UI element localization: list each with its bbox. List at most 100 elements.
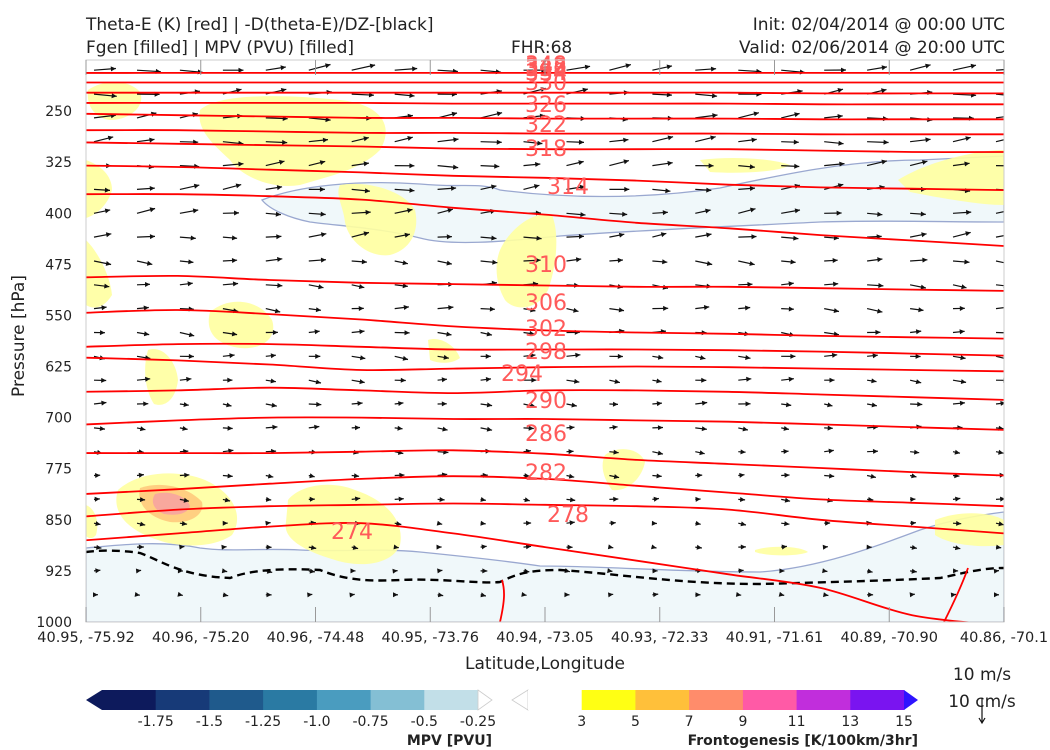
- wind-arrowhead: [453, 137, 459, 143]
- wind-arrowhead: [320, 257, 326, 263]
- fgen-colorbar-segment: [742, 690, 798, 710]
- y-tick-label: 250: [45, 104, 72, 120]
- wind-arrowhead: [578, 160, 584, 166]
- wind-arrowhead: [480, 592, 486, 598]
- wind-arrowhead: [872, 448, 878, 454]
- wind-arrowhead: [836, 210, 842, 216]
- wind-arrowhead: [829, 377, 835, 383]
- wind-arrowhead: [486, 402, 493, 408]
- wind-arrowhead: [359, 379, 365, 385]
- wind-arrowhead: [703, 305, 710, 310]
- y-tick-label: 1000: [36, 615, 72, 631]
- wind-arrowhead: [701, 426, 707, 432]
- wind-arrowhead: [875, 329, 881, 335]
- wind-arrowhead: [494, 163, 500, 169]
- theta-e-label: 274: [331, 520, 373, 545]
- wind-arrowhead: [749, 186, 755, 191]
- wind-arrowhead: [578, 139, 584, 145]
- wind-arrowhead: [623, 159, 629, 165]
- valid-time: Valid: 02/06/2014 @ 20:00 UTC: [739, 38, 1005, 58]
- wind-arrowhead: [656, 401, 662, 407]
- wind-arrowhead: [607, 544, 614, 550]
- wind-arrowhead: [954, 545, 961, 551]
- wind-arrowhead: [279, 159, 285, 165]
- fgen-region-8: [428, 339, 460, 363]
- wind-arrowhead: [827, 425, 833, 431]
- fgen-colorbar-tick: 15: [895, 714, 913, 730]
- wind-arrowhead: [829, 473, 835, 479]
- y-tick-label: 850: [45, 513, 72, 529]
- wind-arrowhead: [531, 377, 537, 383]
- stability-dashed-line: [86, 549, 1004, 586]
- wind-arrowhead: [149, 234, 155, 240]
- wind-arrowhead: [567, 544, 573, 550]
- wind-arrowhead: [784, 497, 791, 503]
- wind-arrowhead: [446, 331, 452, 337]
- theta-e-label: 306: [525, 291, 567, 316]
- wind-arrowhead: [368, 92, 374, 98]
- wind-arrowhead: [407, 208, 413, 213]
- fgen-colorbar-segment: [635, 690, 690, 710]
- wind-arrowhead: [745, 401, 751, 407]
- theta-e-label: 302: [525, 317, 567, 342]
- theta-e-label: 338: [525, 57, 567, 82]
- wind-arrowhead: [447, 208, 453, 213]
- wind-arrowhead: [139, 426, 146, 432]
- wind-vector: [995, 307, 1004, 310]
- forecast-hour: FHR:68: [511, 38, 573, 58]
- wind-arrowhead: [790, 353, 796, 359]
- wind-arrowhead: [881, 65, 887, 71]
- wind-arrowhead: [710, 135, 716, 141]
- wind-arrowhead: [564, 592, 570, 598]
- wind-arrowhead: [570, 497, 576, 503]
- wind-arrowhead: [272, 424, 278, 430]
- wind-arrowhead: [177, 591, 183, 597]
- fgen-region-13: [898, 150, 1004, 205]
- wind-arrowhead: [453, 164, 459, 170]
- wind-arrowhead: [361, 259, 367, 265]
- wind-arrowhead: [392, 568, 398, 574]
- wind-arrowhead: [612, 425, 618, 430]
- wind-arrowhead: [541, 67, 547, 73]
- wind-arrowhead: [965, 136, 971, 141]
- wind-arrowhead: [228, 448, 234, 454]
- wind-arrowhead: [656, 378, 662, 384]
- wind-arrowhead: [446, 234, 452, 240]
- wind-arrowhead: [580, 212, 586, 217]
- wind-arrowhead: [1005, 330, 1010, 335]
- wind-arrowhead: [486, 331, 492, 337]
- wind-arrowhead: [369, 63, 376, 69]
- mpv-colorbar-title: MPV [PVU]: [407, 733, 492, 749]
- wind-arrowhead: [663, 305, 669, 311]
- wind-arrowhead: [138, 472, 144, 478]
- wind-arrowhead: [139, 497, 146, 503]
- wind-arrowhead: [1008, 136, 1013, 141]
- mpv-region-mid: [260, 155, 1004, 244]
- wind-key-arrow: [978, 698, 986, 725]
- wind-arrowhead: [181, 521, 188, 526]
- wind-arrowhead: [568, 473, 575, 479]
- x-tick-label: 40.95, -73.76: [382, 630, 479, 646]
- wind-arrowhead: [400, 377, 406, 383]
- wind-arrowhead: [660, 232, 667, 238]
- wind-arrowhead: [95, 521, 101, 526]
- y-tick-label: 550: [45, 308, 72, 324]
- wind-arrowhead: [695, 592, 701, 598]
- wind-arrowhead: [231, 235, 238, 241]
- wind-arrowhead: [738, 568, 744, 574]
- wind-arrowhead: [920, 211, 926, 217]
- mpv-colorbar-segment: [155, 690, 210, 710]
- wind-arrowhead: [451, 111, 457, 117]
- wind-arrowhead: [833, 281, 839, 287]
- wind-arrowhead: [915, 379, 922, 385]
- wind-arrowhead: [740, 497, 746, 502]
- wind-arrowhead: [267, 473, 274, 479]
- wind-vector: [995, 116, 1004, 119]
- wind-arrowhead: [524, 473, 530, 479]
- wind-arrowhead: [525, 544, 532, 550]
- wind-arrowhead: [832, 258, 838, 263]
- wind-arrowhead: [653, 592, 659, 598]
- wind-arrowhead: [184, 472, 190, 478]
- wind-arrowhead: [998, 449, 1004, 455]
- fgen-colorbar-tick: 5: [631, 714, 640, 730]
